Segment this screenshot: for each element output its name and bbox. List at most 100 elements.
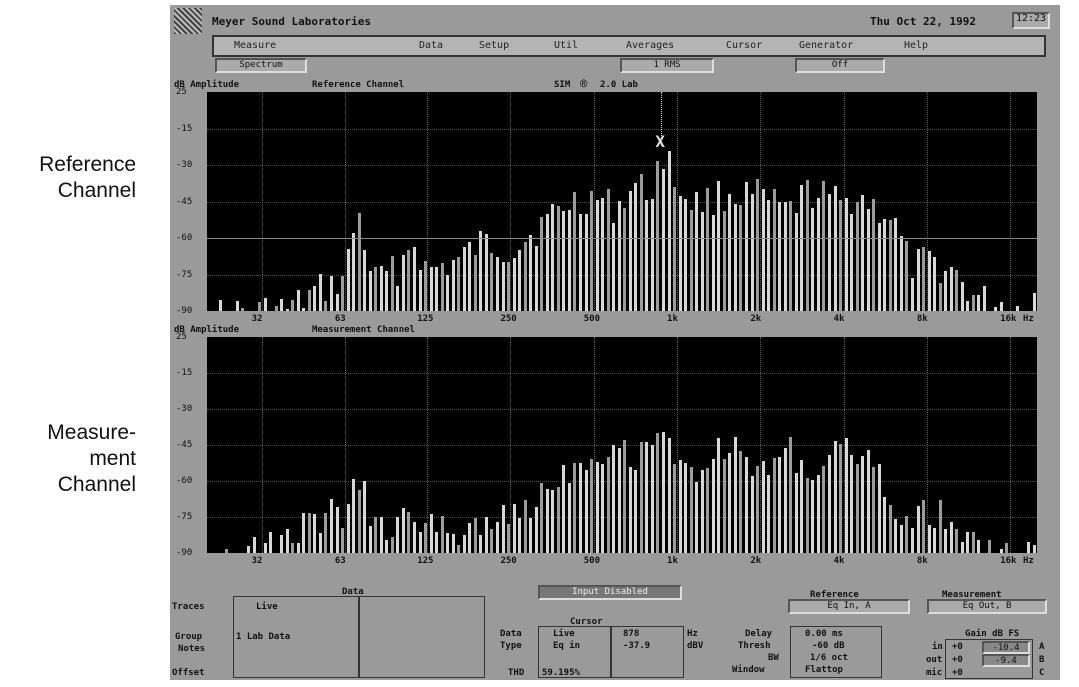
measurement-spectrum-plot[interactable] — [207, 337, 1037, 553]
x-tick-label: 125 — [417, 314, 434, 324]
spectrum-bar — [258, 302, 262, 311]
spectrum-bar — [888, 220, 892, 311]
cursor-marker-icon: X — [655, 131, 666, 151]
v-gridline — [427, 337, 429, 553]
spectrum-bar — [601, 464, 605, 553]
spectrum-bar — [673, 464, 677, 553]
spectrum-bar — [307, 289, 311, 311]
y-tick-label: -60 — [176, 476, 193, 486]
v-gridline — [926, 337, 928, 553]
menu-data[interactable]: Data — [419, 40, 444, 51]
spectrum-bar — [711, 459, 715, 553]
spectrum-bar — [733, 437, 737, 553]
gain-out-label: out — [926, 655, 943, 665]
spectrum-bar — [296, 289, 300, 311]
spectrum-bar — [302, 513, 306, 553]
gain-in-channel: A — [1039, 642, 1045, 652]
spectrum-bar — [529, 234, 533, 311]
spectrum-bar — [861, 194, 865, 311]
traces-value[interactable]: Live — [256, 602, 278, 612]
x-tick-label: 1k — [667, 556, 678, 566]
gain-out-channel: B — [1039, 655, 1045, 665]
spectrum-bar — [590, 458, 594, 553]
spectrum-bar — [446, 532, 450, 553]
spectrum-bar — [905, 516, 909, 553]
h-gridline — [207, 445, 1037, 446]
x-tick-label: 4k — [833, 556, 845, 566]
spectrum-bar — [418, 532, 422, 553]
v-gridline — [1010, 92, 1012, 311]
spectrum-bar — [745, 457, 748, 553]
mode-selector[interactable]: Spectrum — [215, 58, 307, 73]
menu-measure[interactable]: Measure — [234, 40, 277, 51]
spectrum-bar — [645, 200, 649, 311]
spectrum-bar — [761, 189, 765, 311]
reference-source[interactable]: Eq In, A — [788, 599, 910, 614]
menu-cursor[interactable]: Cursor — [726, 40, 763, 51]
lower-plot-title: Measurement Channel — [312, 325, 415, 335]
spectrum-bar — [407, 511, 411, 553]
spectrum-bar — [379, 516, 383, 553]
measurement-source[interactable]: Eq Out, B — [927, 599, 1047, 614]
spectrum-bar — [567, 209, 571, 311]
delay-value[interactable]: 0.00 ms — [805, 629, 843, 639]
spectrum-bar — [473, 255, 477, 311]
spectrum-bar — [739, 205, 743, 311]
spectrum-bar — [551, 204, 555, 311]
group-value[interactable]: 1 Lab Data — [236, 632, 291, 642]
v-gridline — [593, 337, 595, 553]
menu-help[interactable]: Help — [904, 40, 929, 51]
spectrum-bar — [905, 240, 909, 311]
menu-generator[interactable]: Generator — [799, 40, 854, 51]
spectrum-bar — [650, 199, 654, 311]
gain-mic-value[interactable]: +0 — [952, 668, 963, 678]
menu-averages[interactable]: Averages — [626, 40, 675, 51]
cursor-type-value[interactable]: Eq in — [553, 641, 581, 651]
spectrum-bar — [501, 504, 505, 553]
gain-out-value[interactable]: +0 — [952, 655, 963, 665]
v-gridline — [261, 337, 263, 553]
spectrum-bar — [999, 302, 1003, 311]
measurement-channel-label: Measure- ment Channel — [47, 420, 136, 498]
spectrum-bar — [667, 151, 671, 311]
menu-util[interactable]: Util — [554, 40, 579, 51]
thresh-value[interactable]: -60 dB — [812, 641, 845, 651]
group-label: Group — [175, 632, 203, 642]
gain-in-value[interactable]: +0 — [952, 642, 963, 652]
v-gridline — [843, 337, 845, 553]
generator-status[interactable]: Off — [795, 58, 885, 73]
data-panel-divider — [358, 596, 360, 678]
spectrum-bar — [828, 454, 831, 553]
spectrum-bar — [1032, 293, 1036, 311]
cursor-data-value[interactable]: Live — [553, 629, 575, 639]
bw-value[interactable]: 1/6 oct — [810, 653, 848, 663]
spectrum-bar — [977, 540, 981, 553]
spectrum-bar — [689, 209, 693, 311]
data-panel-title: Data — [342, 587, 364, 597]
spectrum-bar — [296, 542, 300, 553]
measurement-label-line3: Channel — [57, 473, 136, 496]
brand-sim: SIM — [554, 80, 571, 90]
cursor-data-label: Data — [500, 629, 522, 639]
spectrum-bar — [761, 460, 765, 553]
spectrum-bar — [866, 450, 870, 553]
reference-label-line2: Channel — [57, 179, 136, 202]
spectrum-bar — [507, 523, 511, 553]
x-tick-label: 500 — [583, 314, 601, 324]
spectrum-bar — [396, 517, 400, 553]
window-value[interactable]: Flattop — [805, 665, 843, 675]
x-tick-label: 32 — [251, 556, 263, 566]
spectrum-bar — [911, 277, 914, 311]
measurement-label-line2: ment — [89, 447, 136, 470]
y-tick-label: 25 — [176, 87, 187, 97]
h-gridline — [207, 201, 1037, 203]
delay-label: Delay — [745, 629, 773, 639]
v-gridline — [510, 337, 512, 553]
spectrum-bar — [778, 202, 782, 311]
spectrum-bar — [628, 466, 632, 553]
spectrum-bar — [501, 262, 505, 311]
averaging-display[interactable]: 1 RMS — [620, 58, 714, 73]
menu-setup[interactable]: Setup — [479, 40, 510, 51]
reference-spectrum-plot[interactable] — [207, 92, 1037, 311]
spectrum-bar — [949, 267, 953, 311]
